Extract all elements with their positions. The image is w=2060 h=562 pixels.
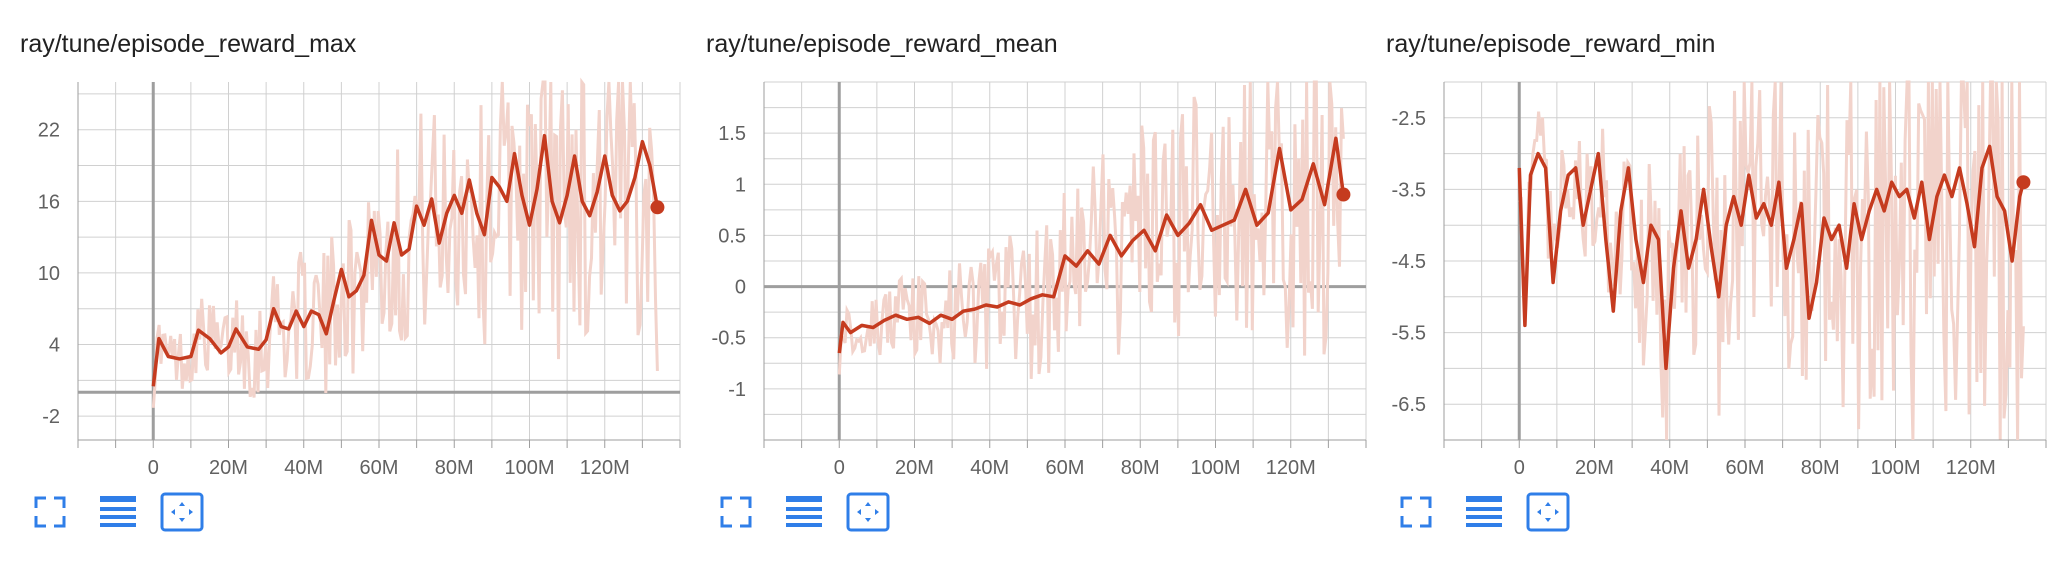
x-tick-label: 40M: [1650, 457, 1689, 479]
x-tick-label: 0: [1514, 457, 1525, 479]
x-tick-label: 20M: [895, 457, 934, 479]
x-tick-label: 120M: [1266, 457, 1316, 479]
x-tick-label: 120M: [580, 457, 630, 479]
x-tick-label: 60M: [1046, 457, 1085, 479]
fullscreen-button[interactable]: [716, 492, 766, 536]
chart-card-reward-min: ray/tune/episode_reward_min -6.5 -5.5 -4.5…: [1366, 0, 2047, 562]
plot-area-reward-mean[interactable]: -1 -0.5 0 0.5 1 1.5 0 20M 40M 60M 80M 100M 120M: [686, 70, 1376, 479]
fullscreen-button[interactable]: [30, 492, 80, 536]
last-value-marker: [650, 200, 665, 215]
fit-domain-button[interactable]: [160, 492, 210, 536]
last-value-marker: [1336, 187, 1351, 202]
x-tick-label: 80M: [435, 457, 474, 479]
chart-title: ray/tune/episode_reward_min: [1386, 30, 1716, 58]
toggle-log-scale-button[interactable]: [98, 492, 148, 536]
x-tick-label: 0: [148, 457, 159, 479]
plot-area-reward-max[interactable]: -2 4 10 16 22 0 20M 40M 60M 80M 100M 120M: [0, 70, 690, 479]
y-tick-label: 0.5: [718, 225, 746, 247]
x-tick-label: 20M: [1575, 457, 1614, 479]
toggle-log-scale-button[interactable]: [1464, 492, 1514, 536]
toggle-log-scale-icon: [786, 496, 822, 527]
x-tick-label: 100M: [1190, 457, 1240, 479]
raw-data-line: [837, 80, 1345, 379]
y-tick-label: 16: [38, 191, 60, 213]
y-tick-label: 1.5: [718, 123, 746, 145]
fit-domain-icon: [160, 492, 204, 532]
plot-area-reward-min[interactable]: -6.5 -5.5 -4.5 -3.5 -2.5 0 20M 40M 60M 80M 100M 120…: [1366, 70, 2056, 479]
toggle-log-scale-icon: [1466, 496, 1502, 527]
smoothed-data-line: [837, 136, 1346, 354]
fit-domain-icon: [846, 492, 890, 532]
x-tick-label: 0: [834, 457, 845, 479]
x-tick-label: 60M: [1726, 457, 1765, 479]
toggle-log-scale-button[interactable]: [784, 492, 834, 536]
x-tick-label: 80M: [1121, 457, 1160, 479]
chart-card-reward-max: ray/tune/episode_reward_max -2 4 10 16 22 0 20…: [0, 0, 681, 562]
y-tick-label: -6.5: [1392, 394, 1426, 416]
x-tick-label: 120M: [1946, 457, 1996, 479]
y-tick-label: -2.5: [1392, 108, 1426, 130]
fullscreen-icon: [34, 496, 66, 528]
chart-title: ray/tune/episode_reward_mean: [706, 30, 1058, 58]
y-tick-label: 1: [735, 174, 746, 196]
x-tick-label: 60M: [360, 457, 399, 479]
last-value-marker: [2016, 175, 2031, 190]
toggle-log-scale-icon: [100, 496, 136, 527]
raw-data-line: [1518, 80, 2025, 441]
y-tick-label: 4: [49, 335, 60, 357]
chart-card-reward-mean: ray/tune/episode_reward_mean -1 -0.5 0 0.5 1…: [686, 0, 1367, 562]
x-tick-label: 100M: [504, 457, 554, 479]
y-tick-label: -4.5: [1392, 251, 1426, 273]
x-tick-label: 40M: [970, 457, 1009, 479]
y-tick-label: -5.5: [1392, 323, 1426, 345]
fullscreen-icon: [720, 496, 752, 528]
x-tick-label: 100M: [1870, 457, 1920, 479]
smoothed-data-line: [151, 133, 660, 387]
y-tick-label: 0: [735, 277, 746, 299]
x-tick-label: 40M: [284, 457, 323, 479]
fit-domain-button[interactable]: [1526, 492, 1576, 536]
fit-domain-icon: [1526, 492, 1570, 532]
fullscreen-icon: [1400, 496, 1432, 528]
raw-data-line: [151, 77, 659, 408]
smoothed-data-line: [1517, 144, 2026, 371]
y-tick-label: 10: [38, 263, 60, 285]
y-tick-label: -0.5: [712, 328, 746, 350]
y-tick-label: -1: [728, 379, 746, 401]
fullscreen-button[interactable]: [1396, 492, 1446, 536]
y-tick-label: -2: [42, 406, 60, 428]
x-tick-label: 20M: [209, 457, 248, 479]
y-tick-label: -3.5: [1392, 179, 1426, 201]
x-tick-label: 80M: [1801, 457, 1840, 479]
fit-domain-button[interactable]: [846, 492, 896, 536]
y-tick-label: 22: [38, 120, 60, 142]
chart-title: ray/tune/episode_reward_max: [20, 30, 357, 58]
